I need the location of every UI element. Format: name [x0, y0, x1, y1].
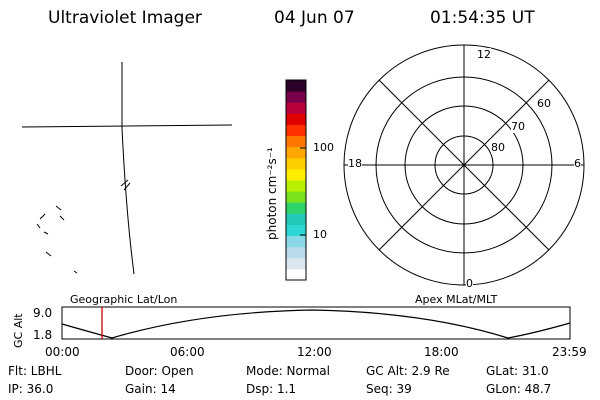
color-bar-gradient — [286, 80, 306, 281]
map-coastline-fragment — [55, 205, 62, 211]
colorbar-cell — [286, 191, 306, 203]
polar-lat-label-60: 60 — [537, 97, 551, 110]
timeline-tick-1800: 18:00 — [424, 345, 459, 359]
colorbar-cell — [286, 124, 306, 137]
polar-mlt-label-12: 12 — [477, 48, 491, 61]
gain-info: Gain: 14 — [125, 382, 176, 396]
polar-diagonal — [378, 79, 550, 251]
date-label: 04 Jun 07 — [274, 8, 355, 28]
map-latitude-line — [21, 124, 233, 128]
colorbar-cell — [286, 180, 306, 192]
polar-mlt-label-0: 0 — [466, 277, 473, 290]
colorbar-cell — [286, 80, 306, 92]
instrument-title: Ultraviolet Imager — [48, 8, 202, 28]
colorbar-cell — [286, 257, 306, 270]
filter-info: Flt: LBHL — [8, 364, 62, 378]
map-coastline-fragment — [73, 270, 78, 274]
timeline-tick-0000: 00:00 — [45, 345, 80, 359]
polar-mlt-label-6: 6 — [574, 157, 581, 170]
seq-info: Seq: 39 — [366, 382, 412, 396]
map-coastline-fragment — [123, 182, 131, 191]
colorbar-cell — [286, 113, 306, 125]
mode-info: Mode: Normal — [246, 364, 330, 378]
colorbar-cell — [286, 268, 306, 281]
polar-lat-label-80: 80 — [491, 141, 505, 154]
colorbar-cell — [286, 246, 306, 259]
timeline-tick-0600: 06:00 — [170, 345, 205, 359]
colorbar-cell — [286, 202, 306, 214]
map-coastline-fragment — [120, 179, 129, 187]
map-coastline-fragment — [59, 215, 65, 221]
colorbar-cell — [286, 102, 306, 114]
map-coastline-fragment — [39, 213, 46, 220]
colorbar-cell — [286, 146, 306, 159]
map-coastline — [121, 127, 135, 275]
map-coastline-fragment — [45, 251, 52, 257]
colorbar-cell — [286, 224, 306, 237]
altitude-curve — [61, 309, 571, 339]
colorbar-cell — [286, 235, 306, 248]
colorbar-cell — [286, 213, 306, 225]
timeline-left-label: Geographic Lat/Lon — [70, 293, 178, 306]
time-label: 01:54:35 UT — [430, 8, 535, 28]
glat-info: GLat: 31.0 — [486, 364, 549, 378]
color-bar — [285, 79, 307, 281]
colorbar-cell — [286, 157, 306, 170]
polar-lat-label-70: 70 — [511, 120, 525, 133]
map-coastline-fragment — [36, 223, 41, 229]
timeline-right-label: Apex MLat/MLT — [415, 293, 498, 306]
colorbar-cell — [286, 91, 306, 103]
door-info: Door: Open — [125, 364, 194, 378]
dsp-info: Dsp: 1.1 — [246, 382, 297, 396]
ip-info: IP: 36.0 — [8, 382, 54, 396]
timeline-tick-2359: 23:59 — [552, 345, 587, 359]
timeline-ytick-9: 9.0 — [33, 306, 53, 320]
colorbar-tick-10: 10 — [313, 228, 327, 241]
colorbar-cell — [286, 135, 306, 148]
map-coastline-fragment — [43, 231, 49, 235]
colorbar-cell — [286, 168, 306, 181]
gc-alt-info: GC Alt: 2.9 Re — [366, 364, 450, 378]
colorbar-tick-100: 100 — [313, 141, 334, 154]
glon-info: GLon: 48.7 — [486, 382, 552, 396]
timeline-ytick-1-8: 1.8 — [33, 328, 53, 342]
timeline-tick-1200: 12:00 — [297, 345, 332, 359]
polar-mlt-label-18: 18 — [348, 157, 362, 170]
